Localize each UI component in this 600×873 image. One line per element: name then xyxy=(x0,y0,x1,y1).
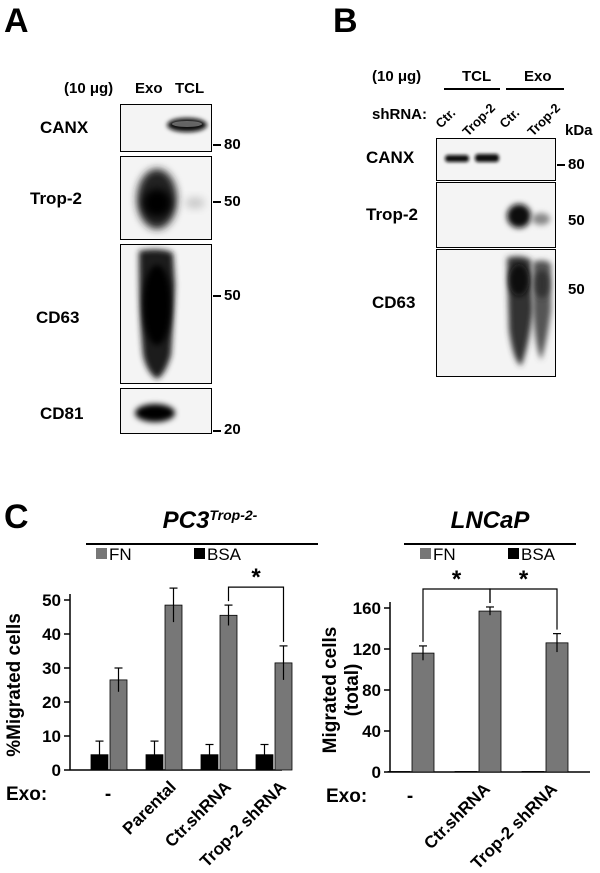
chart1-legend-bsa-swatch xyxy=(194,548,205,559)
panel-b-letter: B xyxy=(333,2,358,40)
chart2-sig-star-0: * xyxy=(452,566,462,593)
panel-b-blot-trop2 xyxy=(436,182,556,248)
chart1-xcat-3: Trop-2 shRNA xyxy=(196,777,290,871)
panel-b-kda: kDa xyxy=(565,122,593,139)
panel-b-group-tcl: TCL xyxy=(462,68,492,85)
panel-b-group-exo-line xyxy=(506,88,564,90)
chart2-xcat-0: - xyxy=(407,786,413,807)
panel-b-lane-1: Ctr. xyxy=(432,105,459,131)
panel-a-row-label-trop2: Trop-2 xyxy=(30,189,82,208)
chart2-legend-bsa-label: BSA xyxy=(521,545,556,564)
chart1-ytick-label: 40 xyxy=(42,625,61,644)
panel-a-tick-20 xyxy=(213,430,221,432)
chart1-title: PC3Trop-2- xyxy=(163,507,258,534)
chart2-sig-bracket-0 xyxy=(422,588,491,642)
panel-b-lane-2: Trop-2 xyxy=(459,100,499,139)
chart1-ytick-label: 10 xyxy=(42,727,61,746)
panel-a-tick-80 xyxy=(213,144,221,146)
chart2-xcat-1: Ctr.shRNA xyxy=(420,779,494,853)
panel-b-lane-4: Trop-2 xyxy=(524,100,564,139)
chart2-bar-bsa-2 xyxy=(521,771,545,773)
panel-a-row-label-cd63: CD63 xyxy=(36,308,80,327)
panel-a-row-label-cd81: CD81 xyxy=(40,404,84,423)
panel-b-row-label-cd63: CD63 xyxy=(372,293,416,312)
chart1-xcat-2: Ctr.shRNA xyxy=(161,777,235,851)
chart2-title: LNCaP xyxy=(451,507,531,534)
chart2-ylabel-line2: (total) xyxy=(342,664,363,717)
panel-b-mw-80: 80 xyxy=(568,156,585,173)
chart1-ytick-label: 20 xyxy=(42,693,61,712)
chart1-bar-bsa-0 xyxy=(90,754,109,771)
chart1-bar-fn-2 xyxy=(219,614,238,771)
chart1-legend-bsa-label: BSA xyxy=(207,545,242,564)
panel-a-blot-cd81 xyxy=(120,388,212,434)
panel-b-tick-80 xyxy=(557,164,565,166)
panel-a-mw-50b: 50 xyxy=(224,287,241,304)
chart1-ytick-label: 50 xyxy=(42,591,61,610)
chart2-ylabel-line1: Migrated cells xyxy=(320,627,341,754)
panel-a-tick-50b xyxy=(213,295,221,297)
chart2-legend-fn-label: FN xyxy=(433,545,456,564)
panel-b-shrna-label: shRNA: xyxy=(372,106,427,123)
chart1-legend-fn-label: FN xyxy=(109,545,132,564)
chart2-bar-fn-1 xyxy=(478,610,502,773)
panel-a-letter: A xyxy=(4,2,29,40)
chart1-sig-bracket-0 xyxy=(227,586,285,642)
chart2-bar-fn-2 xyxy=(545,642,569,773)
panel-a-blot-canx xyxy=(120,104,212,152)
panel-a-mw-50a: 50 xyxy=(224,193,241,210)
panel-b-mw-50b: 50 xyxy=(568,281,585,298)
chart2-bar-fn-0 xyxy=(411,652,435,773)
panel-a-mw-80: 80 xyxy=(224,136,241,153)
chart2-sig-star-1: * xyxy=(519,566,529,593)
panel-a-lane-tcl: TCL xyxy=(175,80,205,97)
chart1-xlabel: Exo: xyxy=(6,784,47,805)
chart2-ytick-label: 80 xyxy=(362,681,381,700)
chart1-bar-bsa-3 xyxy=(255,754,274,771)
panel-a-amount: (10 μg) xyxy=(64,80,114,97)
chart1-bar-bsa-2 xyxy=(200,754,219,771)
chart1-ytick-label: 30 xyxy=(42,659,61,678)
chart1-xcat-0: - xyxy=(105,784,111,805)
panel-b-row-label-trop2: Trop-2 xyxy=(366,205,418,224)
panel-b-group-tcl-line xyxy=(444,88,500,90)
chart2-xcat-2: Trop-2 shRNA xyxy=(467,779,561,873)
chart1-bar-bsa-1 xyxy=(145,754,164,771)
chart2-bar-bsa-1 xyxy=(454,771,478,773)
chart2-xlabel: Exo: xyxy=(326,786,367,807)
panel-a-blot-trop2 xyxy=(120,156,212,240)
panel-a-lane-exo: Exo xyxy=(135,80,163,97)
panel-a-row-label-canx: CANX xyxy=(40,118,89,137)
chart2-ytick-label: 120 xyxy=(353,640,381,659)
chart1-bar-fn-3 xyxy=(274,662,293,771)
chart2-ytick-label: 160 xyxy=(353,599,381,618)
chart1-legend-fn-swatch xyxy=(96,548,107,559)
chart2-ytick-label: 0 xyxy=(372,763,381,782)
panel-a-blot-cd63 xyxy=(120,244,212,384)
panel-a-mw-20: 20 xyxy=(224,421,241,438)
panel-b-mw-50a: 50 xyxy=(568,212,585,229)
panel-a-tick-50a xyxy=(213,201,221,203)
chart2-bar-bsa-0 xyxy=(387,771,411,773)
panel-c-letter: C xyxy=(4,498,29,536)
chart1-bar-fn-0 xyxy=(109,679,128,771)
chart1-ytick-label: 0 xyxy=(52,761,61,780)
chart1-bar-fn-1 xyxy=(164,604,183,771)
chart2-sig-bracket-1 xyxy=(489,588,558,630)
chart2-legend-fn-swatch xyxy=(420,548,431,559)
chart1-ylabel: %Migrated cells xyxy=(4,613,25,757)
panel-b-lane-3: Ctr. xyxy=(496,105,523,131)
panel-b-group-exo: Exo xyxy=(524,68,552,85)
panel-b-blot-cd63 xyxy=(436,249,556,377)
chart1-sig-star-0: * xyxy=(251,564,261,591)
chart2-ytick-label: 40 xyxy=(362,722,381,741)
panel-b-amount: (10 μg) xyxy=(372,68,422,85)
panel-b-row-label-canx: CANX xyxy=(366,148,415,167)
chart2-legend-bsa-swatch xyxy=(508,548,519,559)
panel-b-blot-canx xyxy=(436,138,556,181)
chart1-xcat-1: Parental xyxy=(119,777,180,838)
